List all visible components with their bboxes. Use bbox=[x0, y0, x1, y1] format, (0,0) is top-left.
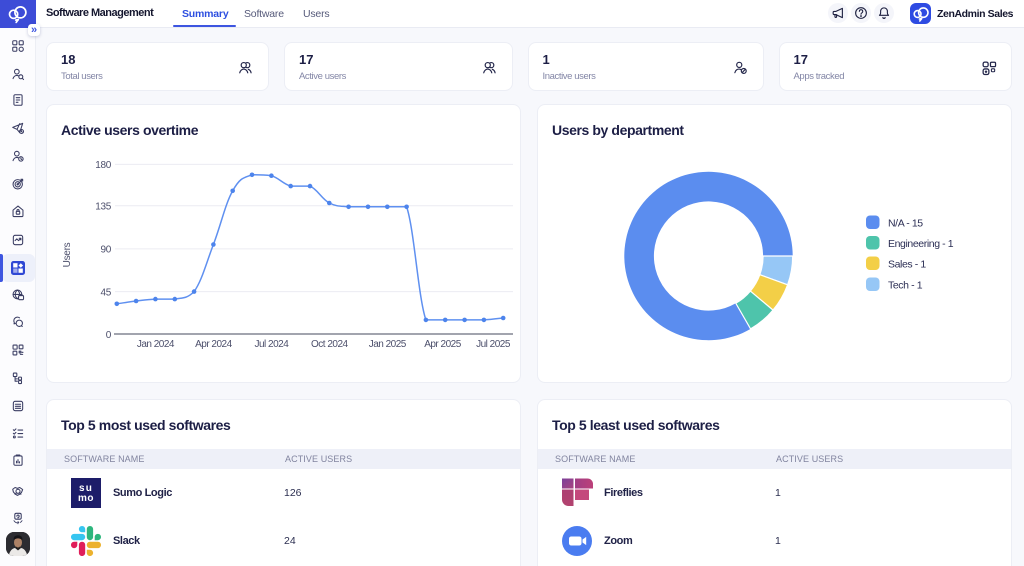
svg-text:0: 0 bbox=[106, 330, 112, 341]
svg-text:Oct 2024: Oct 2024 bbox=[311, 339, 349, 350]
svg-text:Jan 2024: Jan 2024 bbox=[137, 339, 175, 350]
svg-text:Apr 2024: Apr 2024 bbox=[195, 339, 233, 350]
svg-text:90: 90 bbox=[100, 245, 111, 256]
svg-text:mo: mo bbox=[78, 493, 94, 504]
svg-text:Jul 2025: Jul 2025 bbox=[476, 339, 511, 350]
svg-text:Users: Users bbox=[62, 242, 73, 267]
svg-text:180: 180 bbox=[95, 160, 112, 171]
svg-text:45: 45 bbox=[100, 288, 111, 299]
svg-text:Sales - 1: Sales - 1 bbox=[888, 259, 926, 271]
svg-text:Jul 2024: Jul 2024 bbox=[254, 339, 289, 350]
svg-text:Jan 2025: Jan 2025 bbox=[369, 339, 407, 350]
svg-text:135: 135 bbox=[95, 202, 112, 213]
svg-text:N/A - 15: N/A - 15 bbox=[888, 218, 923, 230]
svg-text:Apr 2025: Apr 2025 bbox=[424, 339, 462, 350]
svg-text:Engineering - 1: Engineering - 1 bbox=[888, 238, 954, 250]
svg-text:Tech - 1: Tech - 1 bbox=[888, 280, 923, 292]
svg-text:su: su bbox=[79, 483, 93, 494]
